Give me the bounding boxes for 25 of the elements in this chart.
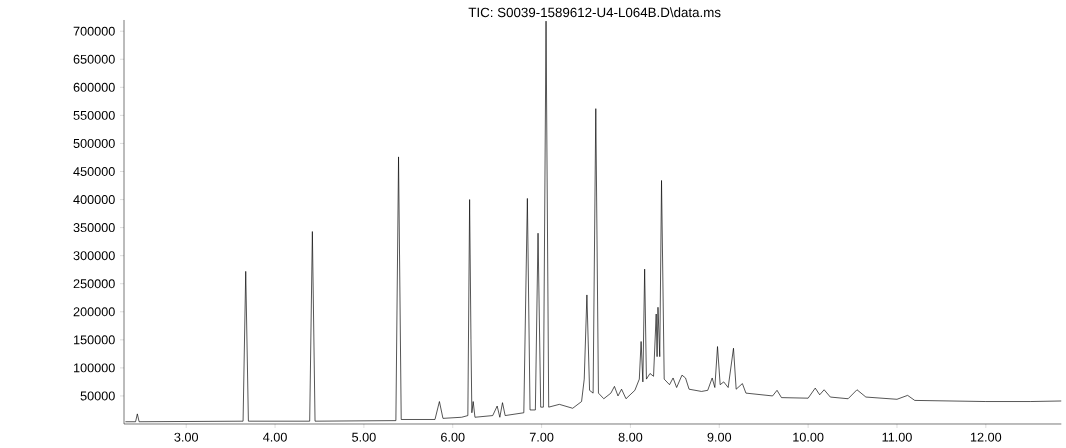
y-tick-label: 200000: [73, 307, 115, 317]
y-tick-label: 250000: [73, 279, 115, 289]
x-tick-label: 3.00: [174, 432, 199, 442]
y-tick-label: 650000: [73, 54, 115, 64]
x-tick-label: 12.00: [970, 432, 1002, 442]
x-tick-label: 10.00: [793, 432, 824, 442]
y-tick-label: 500000: [73, 138, 115, 148]
y-tick-label: 50000: [80, 391, 115, 401]
x-tick-label: 9.00: [707, 432, 732, 442]
x-tick-label: 5.00: [352, 432, 376, 442]
x-tick-label: 11.00: [882, 432, 912, 442]
x-tick-label: 4.00: [263, 432, 287, 442]
x-tick-label: 8.00: [618, 432, 643, 442]
y-tick-label: 550000: [73, 110, 115, 120]
y-tick-label: 400000: [73, 195, 115, 205]
y-tick-label: 350000: [73, 223, 115, 233]
y-tick-label: 100000: [74, 363, 115, 373]
y-tick-label: 600000: [73, 82, 115, 92]
x-tick-label: 7.00: [529, 432, 554, 442]
y-tick-label: 150000: [74, 335, 115, 345]
y-tick-label: 450000: [73, 167, 115, 176]
y-tick-label: 700000: [73, 26, 115, 36]
x-tick-label: 6.00: [441, 432, 465, 442]
chart-title: TIC: S0039-1589612-U4-L064B.D\data.ms: [468, 7, 721, 18]
y-tick-label: 300000: [73, 251, 115, 261]
